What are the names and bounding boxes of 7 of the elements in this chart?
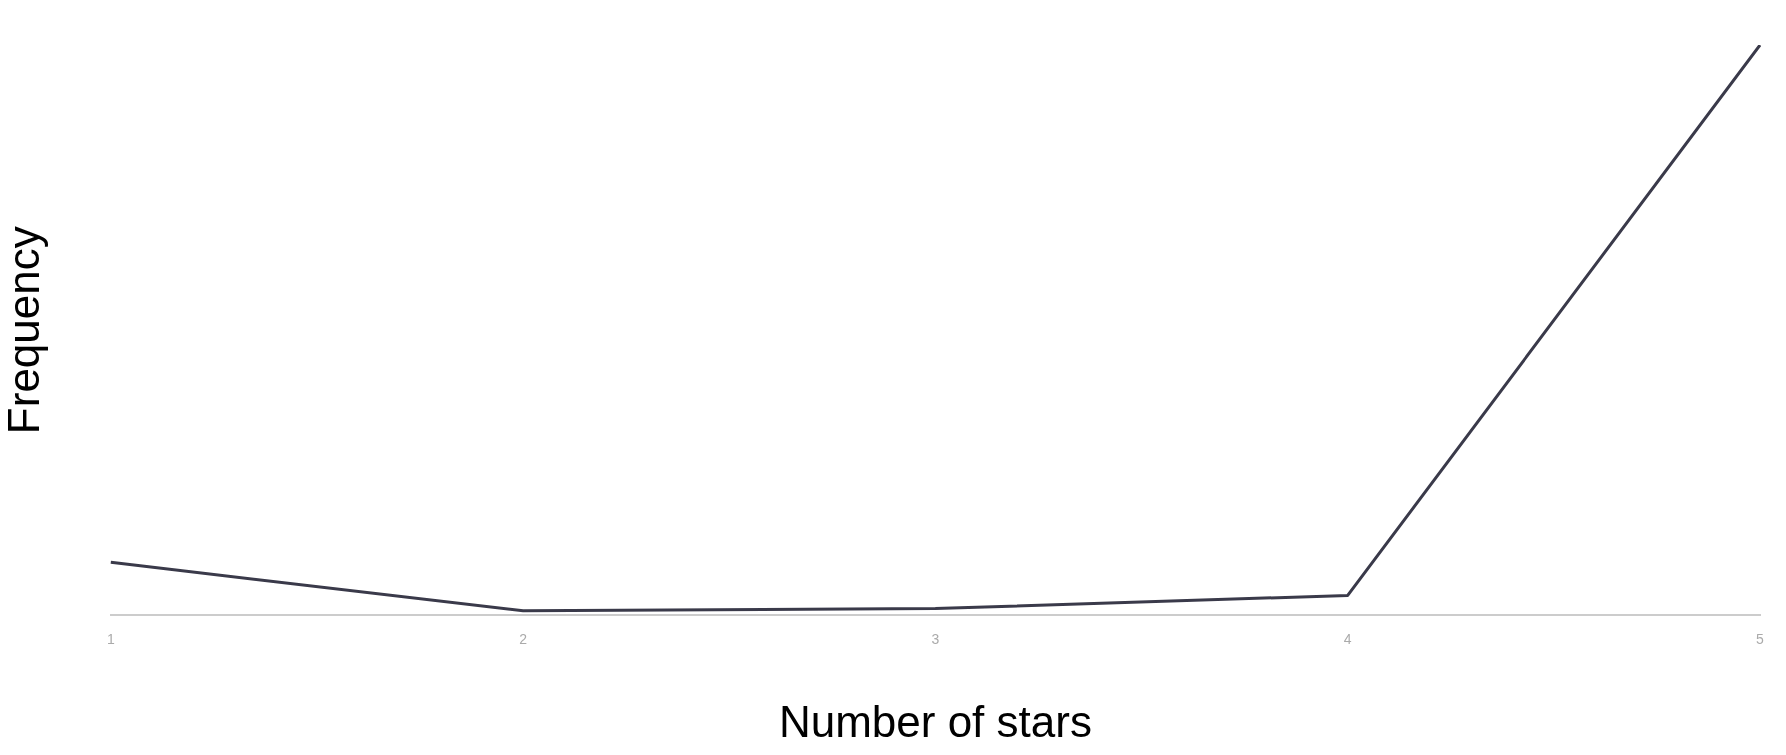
x-tick-label: 1 xyxy=(106,630,115,647)
x-axis-title: Number of stars xyxy=(778,696,1092,746)
x-tick-label: 5 xyxy=(1756,630,1765,647)
y-axis-title: Frequency xyxy=(0,226,48,435)
x-tick-label: 3 xyxy=(931,630,940,647)
x-tick-label: 4 xyxy=(1343,630,1352,647)
x-tick-label: 2 xyxy=(519,630,528,647)
